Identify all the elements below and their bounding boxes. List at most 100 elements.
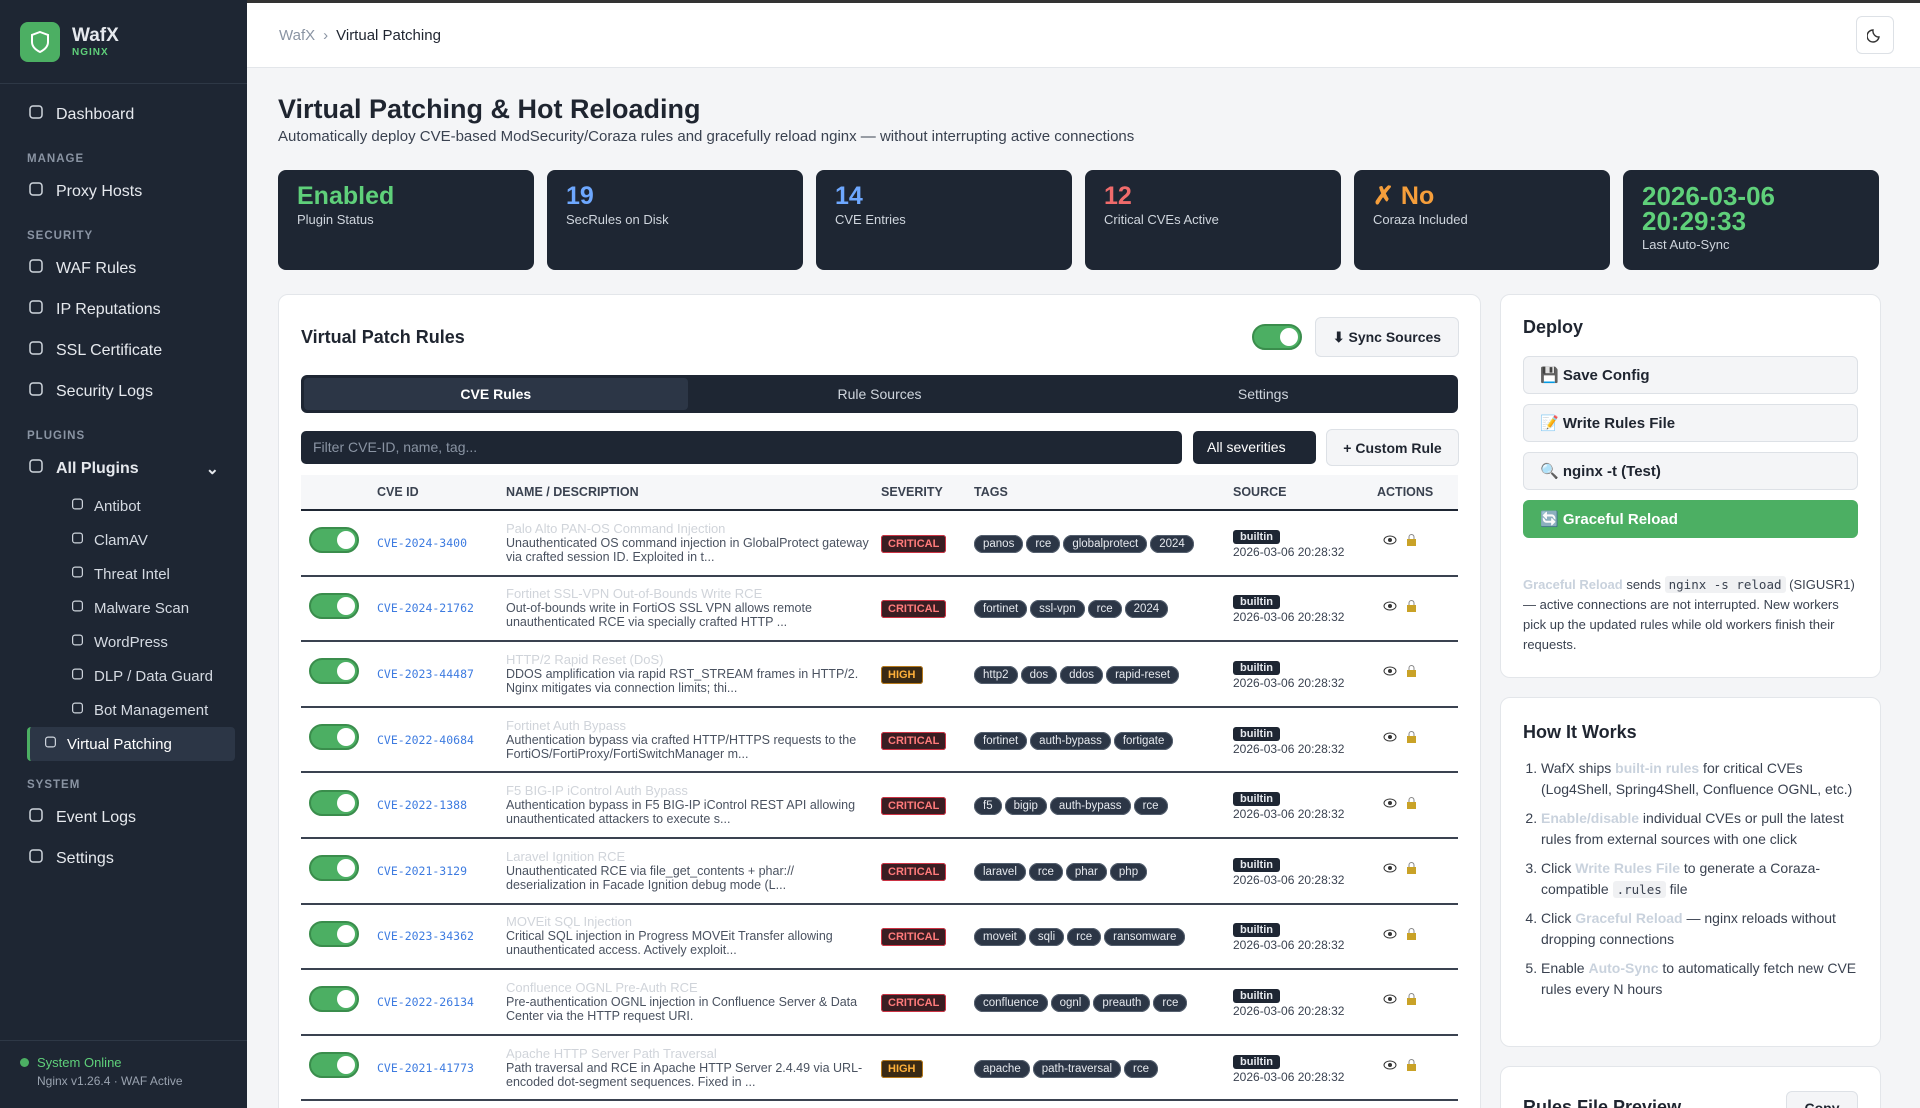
row-toggle[interactable] xyxy=(309,527,359,554)
icon xyxy=(28,181,44,202)
tag: globalprotect xyxy=(1063,534,1148,553)
panel-title: Rules File Preview xyxy=(1523,1097,1682,1108)
filter-input[interactable]: Filter CVE-ID, name, tag... xyxy=(301,431,1182,464)
stat-label: Last Auto-Sync xyxy=(1642,237,1730,252)
nav-label: ClamAV xyxy=(94,531,148,549)
cve-id[interactable]: CVE-2024-3400 xyxy=(377,535,468,550)
copy-button[interactable]: Copy xyxy=(1786,1091,1858,1108)
nav-item[interactable]: Event Logs xyxy=(0,797,247,838)
source-cell: builtin 2026-03-06 20:28:32 xyxy=(1233,527,1377,559)
nav-label: All Plugins xyxy=(56,459,139,477)
nav-subitem[interactable]: WordPress xyxy=(27,625,235,659)
cve-id[interactable]: CVE-2023-44487 xyxy=(377,666,474,681)
system-status: System Online Nginx v1.26.4 · WAF Active xyxy=(0,1040,247,1108)
deploy-note: Graceful Reload sends nginx -s reload (S… xyxy=(1523,575,1862,655)
nav-item[interactable]: Dashboard xyxy=(0,94,247,135)
cve-id[interactable]: CVE-2022-26134 xyxy=(377,994,474,1009)
actions xyxy=(1377,599,1458,618)
source-badge: builtin xyxy=(1233,660,1280,675)
row-toggle[interactable] xyxy=(309,986,359,1013)
steps: WafX ships built-in rules for critical C… xyxy=(1501,758,1860,1008)
preview-panel: Rules File Preview Copy xyxy=(1500,1066,1881,1108)
source-badge: builtin xyxy=(1233,923,1280,938)
rule-desc: Critical SQL injection in Progress MOVEi… xyxy=(506,929,833,958)
deploy-button[interactable]: 🔍 nginx -t (Test) xyxy=(1523,452,1858,490)
tag: http2 xyxy=(974,665,1018,684)
nav-subitem[interactable]: ClamAV xyxy=(27,523,235,557)
row-toggle[interactable] xyxy=(309,855,359,882)
table-row: CVE-2021-41773 Apache HTTP Server Path Tr… xyxy=(301,1036,1458,1102)
theme-toggle[interactable] xyxy=(1856,16,1894,54)
tag: panos xyxy=(974,534,1024,553)
step: Click Write Rules File to generate a Cor… xyxy=(1541,858,1860,900)
tag: 2024 xyxy=(1124,600,1169,619)
rule-desc: Authentication bypass via crafted HTTP/H… xyxy=(506,732,857,761)
row-toggle[interactable] xyxy=(309,920,359,947)
nav-item[interactable]: WAF Rules xyxy=(0,248,247,289)
nav-item[interactable]: Security Logs xyxy=(0,371,247,412)
deploy-button[interactable]: 🔄 Graceful Reload xyxy=(1523,500,1858,538)
cve-id[interactable]: CVE-2021-41773 xyxy=(377,1060,474,1075)
cve-id[interactable]: CVE-2022-1388 xyxy=(377,798,468,813)
nav-item[interactable]: Settings xyxy=(0,838,247,879)
text: Enable xyxy=(1541,960,1589,976)
nav-item[interactable]: IP Reputations xyxy=(0,289,247,330)
stat-value: 2026-03-06 20:29:33 xyxy=(1642,181,1775,236)
nav-item[interactable]: Proxy Hosts xyxy=(0,171,247,212)
sync-button[interactable]: ⬇ Sync Sources xyxy=(1315,317,1459,357)
name-cell: Fortinet SSL-VPN Out-of-Bounds Write RCE… xyxy=(506,587,881,630)
severity-select[interactable]: All severities xyxy=(1193,431,1316,464)
nav-label: Malware Scan xyxy=(94,599,190,617)
tag: sqli xyxy=(1028,928,1065,947)
table-row: CVE-2022-1388 F5 BIG-IP iControl Auth Byp… xyxy=(301,773,1458,839)
cve-id[interactable]: CVE-2022-40684 xyxy=(377,732,474,747)
row-toggle[interactable] xyxy=(309,1052,359,1079)
icon xyxy=(71,632,84,652)
icon xyxy=(28,807,44,828)
cve-id[interactable]: CVE-2023-34362 xyxy=(377,929,474,944)
nav-subitem[interactable]: Bot Management xyxy=(27,693,235,727)
nav-subitem[interactable]: Threat Intel xyxy=(27,557,235,591)
toggle-cell xyxy=(301,658,377,689)
table-row: CVE-2024-3400 Palo Alto PAN-OS Command In… xyxy=(301,511,1458,577)
row-toggle[interactable] xyxy=(309,789,359,816)
source-badge: builtin xyxy=(1233,792,1280,807)
toggle-cell xyxy=(301,986,377,1017)
stat-label: Critical CVEs Active xyxy=(1104,212,1219,227)
tab[interactable]: Rule Sources xyxy=(837,386,922,402)
icon xyxy=(71,666,84,686)
cve-id[interactable]: CVE-2021-3129 xyxy=(377,863,468,878)
tab[interactable]: Settings xyxy=(1237,386,1289,402)
source-cell: builtin 2026-03-06 20:28:32 xyxy=(1233,855,1377,887)
toggle[interactable] xyxy=(1252,324,1302,350)
tab[interactable]: CVE Rules xyxy=(304,378,688,410)
source-cell: builtin 2026-03-06 20:28:32 xyxy=(1233,789,1377,821)
section-label: SECURITY xyxy=(27,230,94,242)
source-cell: builtin 2026-03-06 20:28:32 xyxy=(1233,920,1377,952)
source-badge: builtin xyxy=(1233,1054,1280,1069)
icon xyxy=(28,299,44,320)
stat-label: Coraza Included xyxy=(1373,212,1468,227)
nav-subitem[interactable]: Antibot xyxy=(27,489,235,523)
name-cell: Apache HTTP Server Path Traversal Path tr… xyxy=(506,1046,881,1089)
nav-item[interactable]: All Plugins ⌄ xyxy=(0,448,247,489)
cve-id[interactable]: CVE-2024-21762 xyxy=(377,601,474,616)
status-line: System Online xyxy=(20,1055,227,1070)
row-toggle[interactable] xyxy=(309,592,359,619)
stat-label: CVE Entries xyxy=(835,212,906,227)
custom-rule-button[interactable]: + Custom Rule xyxy=(1326,429,1459,466)
highlight: Write Rules File xyxy=(1575,860,1681,876)
name-cell: Palo Alto PAN-OS Command Injection Unauth… xyxy=(506,521,881,564)
nav-item[interactable]: SSL Certificate xyxy=(0,330,247,371)
nav-subitem[interactable]: Malware Scan xyxy=(27,591,235,625)
breadcrumb[interactable]: WafX xyxy=(279,26,316,44)
nav-subitem[interactable]: Virtual Patching xyxy=(27,727,235,761)
deploy-button[interactable]: 💾 Save Config xyxy=(1523,356,1858,394)
tags-cell: confluence ognl preauth rce xyxy=(974,993,1233,1012)
nav-subitem[interactable]: DLP / Data Guard xyxy=(27,659,235,693)
row-toggle[interactable] xyxy=(309,658,359,685)
text: to generate a Coraza-compatible xyxy=(1541,860,1821,897)
deploy-button[interactable]: 📝 Write Rules File xyxy=(1523,404,1858,442)
stat-label: SecRules on Disk xyxy=(566,212,669,227)
row-toggle[interactable] xyxy=(309,724,359,751)
